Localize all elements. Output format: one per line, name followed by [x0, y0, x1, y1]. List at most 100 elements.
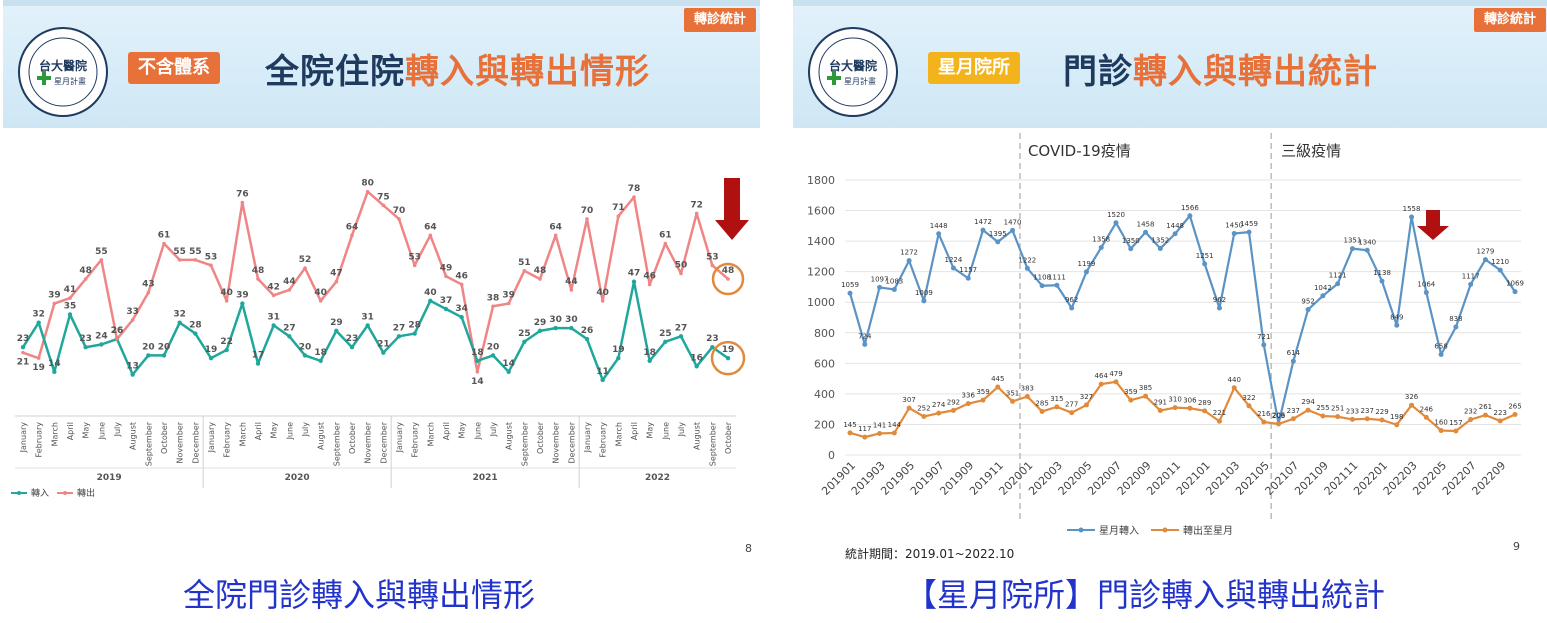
series-out-point	[1438, 428, 1444, 434]
month-tick-label: February	[411, 422, 420, 458]
series-out-data-label: 359	[1124, 388, 1137, 396]
series-in-point	[965, 275, 971, 281]
series-in-point	[1231, 230, 1237, 236]
series-out-point	[1349, 416, 1355, 422]
highlight-circle-in	[710, 340, 746, 376]
series-in-point	[1409, 214, 1415, 220]
year-label: 2020	[285, 473, 310, 483]
month-tick-label: June	[97, 422, 106, 441]
series-in-point	[891, 287, 897, 293]
series-out-data-label: 223	[1494, 409, 1507, 417]
series-out-point	[1231, 385, 1237, 391]
series-in-data-label: 27	[675, 323, 688, 333]
series-out-point	[1497, 418, 1503, 424]
series-out-point	[459, 282, 464, 287]
series-out-point	[83, 277, 88, 281]
series-out-point	[52, 301, 57, 306]
series-out-point	[1202, 408, 1208, 414]
series-in-data-label: 838	[1449, 315, 1462, 323]
y-tick-label: 200	[814, 418, 835, 431]
month-tick-label: June	[285, 422, 294, 441]
series-out-point	[1276, 421, 1282, 427]
logo-sub: 星月計畫	[54, 76, 86, 86]
series-out-point	[1468, 417, 1474, 423]
series-out-data-label: 19	[32, 363, 45, 373]
series-out-data-label: 479	[1109, 370, 1122, 378]
month-tick-label: March	[614, 422, 623, 446]
series-out-point	[553, 233, 558, 238]
series-out-point	[1305, 407, 1311, 413]
month-tick-label: March	[50, 422, 59, 446]
y-tick-label: 1200	[807, 266, 835, 279]
series-in-data-label: 16	[690, 353, 703, 363]
month-tick-label: November	[176, 421, 185, 463]
series-in-point	[146, 353, 151, 358]
series-out-line	[849, 380, 1516, 439]
series-out-point	[397, 217, 401, 221]
series-in-data-label: 26	[111, 326, 124, 336]
series-out-data-label: 53	[205, 252, 218, 262]
series-in-data-label: 1520	[1107, 211, 1125, 219]
series-in-data-label: 40	[424, 288, 437, 298]
series-in-point	[1202, 261, 1208, 267]
series-in-data-label: 1108	[1033, 274, 1051, 282]
series-in-data-label: 721	[1257, 333, 1270, 341]
series-out-data-label: 48	[79, 266, 92, 276]
series-out-point	[1394, 422, 1400, 428]
series-in-point	[847, 290, 853, 296]
series-out-point	[891, 430, 897, 436]
series-out-data-label: 144	[888, 421, 902, 429]
month-tick-label: April	[630, 422, 639, 440]
y-tick-label: 1600	[807, 205, 835, 218]
month-tick-label: February	[35, 422, 44, 458]
series-in-point	[877, 284, 883, 290]
series-in-data-label: 23	[706, 334, 719, 344]
month-tick-label: February	[223, 422, 232, 458]
series-in-point	[428, 298, 433, 304]
month-tick-label: November	[364, 421, 373, 463]
series-in-data-label: 13	[126, 362, 139, 372]
series-in-point	[443, 306, 449, 312]
series-in-point	[1497, 267, 1503, 273]
series-in-point	[1054, 282, 1060, 288]
scope-pill: 星月院所	[928, 52, 1020, 84]
series-in-point	[67, 312, 73, 317]
highlight-circle-out	[711, 262, 745, 296]
series-out-point	[980, 397, 986, 403]
series-in-data-label: 32	[173, 310, 186, 320]
series-in-point	[1349, 246, 1355, 252]
series-out-data-label: 306	[1183, 396, 1197, 404]
series-in-data-label: 1558	[1403, 205, 1421, 213]
legend-in-marker	[1078, 527, 1084, 533]
series-out-point	[209, 263, 213, 268]
series-out-data-label: 44	[565, 277, 578, 287]
series-in-point	[1069, 305, 1075, 311]
series-in-data-label: 1450	[1225, 221, 1243, 229]
series-out-point	[506, 301, 511, 306]
series-in-data-label: 1458	[1137, 220, 1155, 228]
legend-out-marker	[1162, 527, 1168, 533]
series-out-point	[475, 369, 480, 374]
series-out-point	[130, 318, 135, 322]
series-in-point	[616, 355, 621, 361]
legend-out-label: 轉出至星月	[1183, 524, 1233, 537]
series-out-data-label: 277	[1065, 401, 1078, 409]
series-in-point	[349, 345, 355, 350]
month-tick-label: September	[144, 421, 153, 466]
series-in-data-label: 1222	[1018, 256, 1036, 264]
series-in-data-label: 1448	[1166, 222, 1184, 230]
series-in-point	[663, 339, 668, 344]
series-in-point	[553, 325, 558, 331]
series-in-point	[1453, 324, 1459, 330]
series-in-data-label: 1448	[930, 222, 948, 230]
month-tick-label: March	[426, 422, 435, 446]
series-out-data-label: 64	[424, 222, 437, 232]
series-in-data-label: 19	[722, 345, 735, 355]
series-out-point	[585, 217, 589, 221]
covid-annotation: COVID-19疫情	[1028, 142, 1131, 160]
page-number: 8	[745, 542, 752, 555]
series-out-data-label: 80	[361, 179, 374, 189]
series-in-data-label: 39	[236, 291, 249, 301]
series-out-point	[1379, 417, 1385, 423]
slide-title: 門診轉入與轉出統計	[1063, 44, 1378, 93]
